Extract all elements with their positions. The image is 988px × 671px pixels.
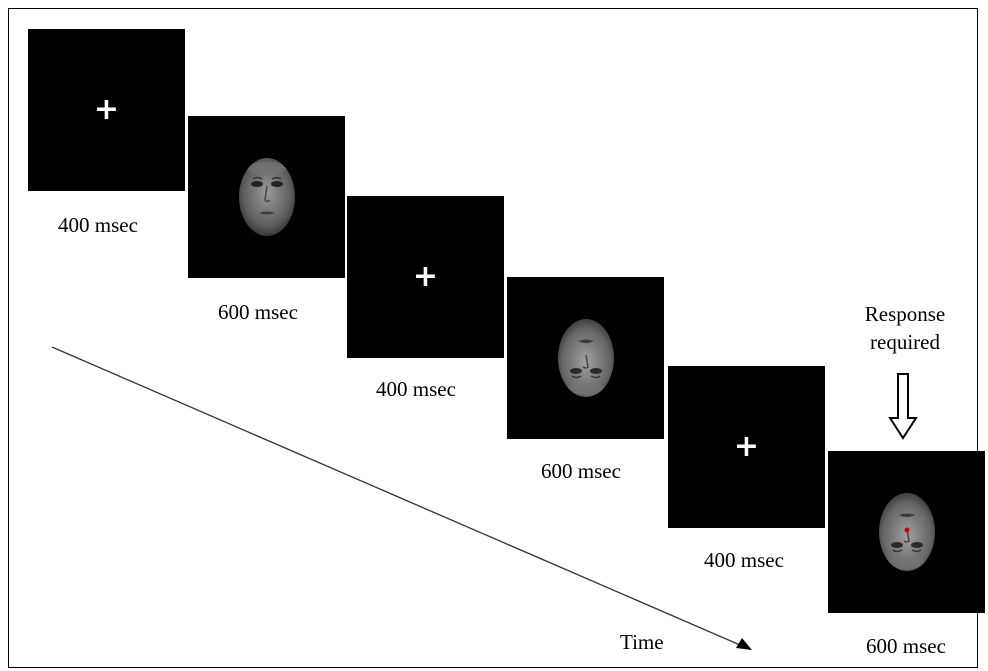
response-required-label: Response required (846, 300, 964, 356)
target-face-image (878, 493, 935, 571)
fixation-screen-2: + (347, 196, 504, 358)
duration-label-4: 600 msec (541, 459, 621, 483)
fixation-cross-3: + (733, 429, 760, 464)
time-label: Time (620, 630, 664, 654)
inverted-face-image (557, 319, 614, 397)
fixation-screen-1: + (28, 29, 185, 191)
fixation-cross-2: + (412, 259, 439, 294)
target-dot (904, 527, 909, 533)
figure-frame (8, 8, 978, 668)
upright-face-image (238, 158, 295, 236)
face-screen-inverted (507, 277, 664, 439)
face-screen-upright (188, 116, 345, 278)
response-line-1: Response (864, 302, 946, 326)
duration-label-1: 400 msec (58, 213, 138, 237)
duration-label-3: 400 msec (376, 377, 456, 401)
fixation-cross-1: + (93, 92, 120, 127)
duration-label-6: 600 msec (866, 634, 946, 658)
face-screen-target (828, 451, 985, 613)
duration-label-5: 400 msec (704, 548, 784, 572)
fixation-screen-3: + (668, 366, 825, 528)
response-line-2: required (870, 330, 940, 354)
duration-label-2: 600 msec (218, 300, 298, 324)
